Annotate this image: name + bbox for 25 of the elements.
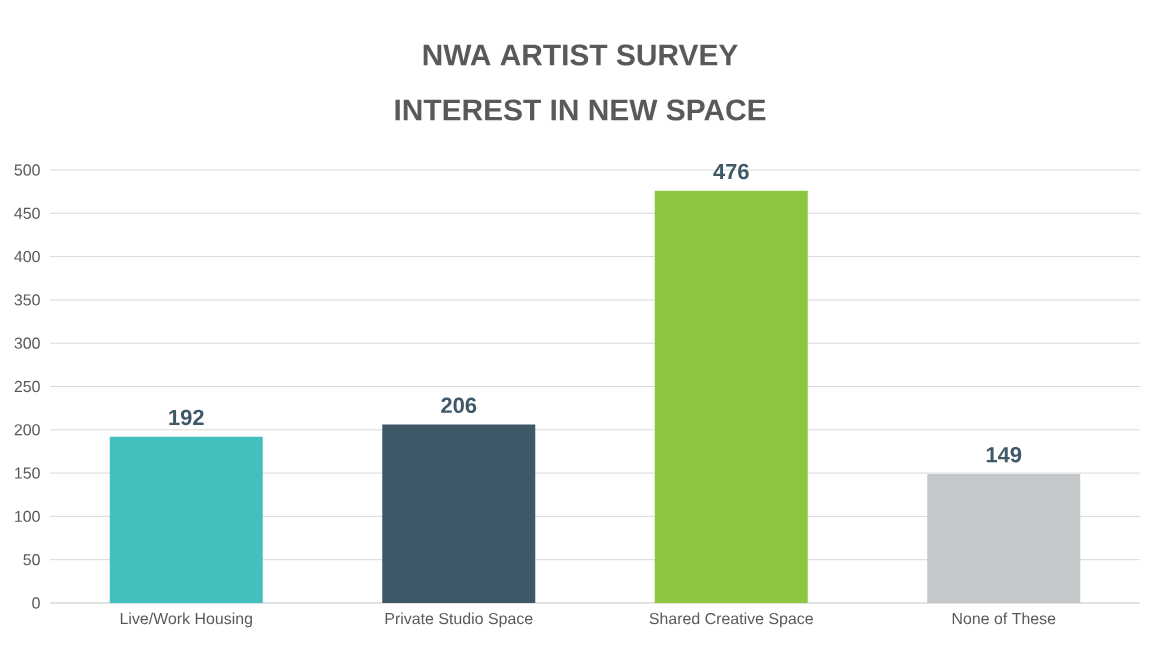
y-tick-label: 300	[14, 337, 40, 349]
y-tick-label: 150	[15, 467, 40, 479]
chart-subtitle: INTEREST IN NEW SPACE	[395, 99, 766, 121]
data-label: 476	[713, 163, 749, 180]
bar	[382, 424, 536, 603]
y-tick-label: 200	[14, 424, 40, 436]
bar	[109, 436, 263, 603]
y-tick-label: 400	[14, 250, 40, 263]
bar	[927, 473, 1081, 603]
y-tick-label: 350	[14, 294, 40, 306]
y-tick-label: 250	[14, 380, 40, 393]
data-label: 206	[441, 397, 477, 414]
x-tick-label: Live/Work Housing	[120, 612, 252, 628]
y-tick-label: 500	[14, 164, 40, 176]
y-tick-label: 100	[15, 510, 40, 523]
y-tick-label: 450	[14, 207, 40, 219]
x-tick-label: Private Studio Space	[385, 612, 533, 628]
x-tick-label: Shared Creative Space	[649, 612, 813, 628]
data-label: 192	[169, 409, 204, 426]
y-tick-label: 50	[23, 554, 40, 566]
x-tick-label: None of These	[952, 612, 1056, 625]
y-tick-label: 0	[32, 597, 40, 609]
data-label: 149	[986, 446, 1022, 463]
chart-title: NWA ARTIST SURVEY	[423, 44, 738, 66]
bar	[654, 190, 808, 603]
